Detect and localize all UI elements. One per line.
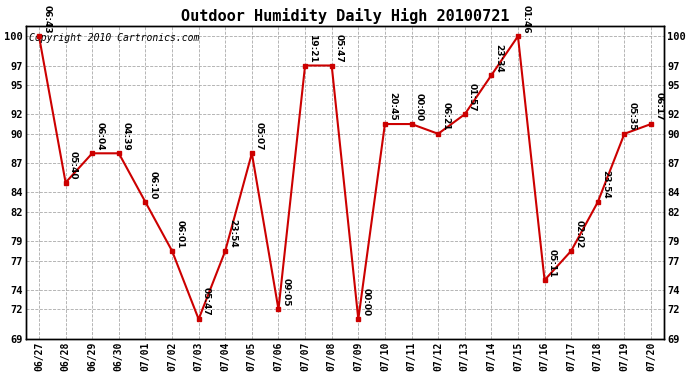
Text: 23:34: 23:34 [495, 44, 504, 72]
Text: 05:47: 05:47 [335, 34, 344, 63]
Text: 06:04: 06:04 [95, 122, 104, 150]
Text: 20:45: 20:45 [388, 93, 397, 121]
Text: 06:10: 06:10 [148, 171, 157, 199]
Text: 06:43: 06:43 [42, 4, 51, 33]
Text: 06:21: 06:21 [442, 102, 451, 131]
Text: Copyright 2010 Cartronics.com: Copyright 2010 Cartronics.com [29, 33, 199, 43]
Title: Outdoor Humidity Daily High 20100721: Outdoor Humidity Daily High 20100721 [181, 8, 509, 24]
Text: 19:21: 19:21 [308, 34, 317, 63]
Text: 23:54: 23:54 [228, 219, 237, 248]
Text: 02:02: 02:02 [574, 220, 583, 248]
Text: 06:01: 06:01 [175, 220, 184, 248]
Text: 05:47: 05:47 [202, 288, 211, 316]
Text: 05:40: 05:40 [69, 151, 78, 180]
Text: 06:17: 06:17 [654, 93, 663, 121]
Text: 05:35: 05:35 [628, 102, 637, 131]
Text: 00:00: 00:00 [415, 93, 424, 121]
Text: 23:54: 23:54 [601, 170, 610, 199]
Text: 09:05: 09:05 [282, 278, 290, 306]
Text: 04:39: 04:39 [122, 122, 131, 150]
Text: 01:57: 01:57 [468, 83, 477, 111]
Text: 00:00: 00:00 [362, 288, 371, 316]
Text: 01:46: 01:46 [521, 4, 530, 33]
Text: 05:07: 05:07 [255, 122, 264, 150]
Text: 05:11: 05:11 [548, 249, 557, 277]
